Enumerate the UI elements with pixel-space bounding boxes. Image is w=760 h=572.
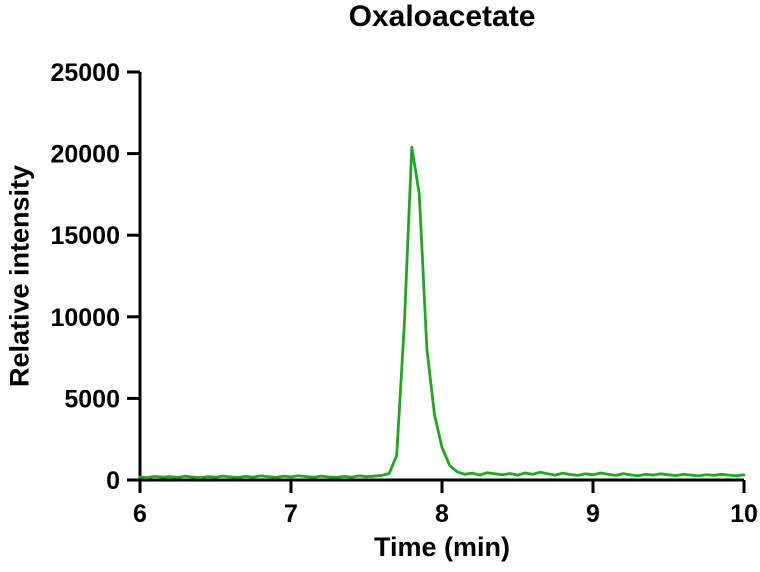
chart-title: Oxaloacetate (348, 0, 536, 33)
x-tick-label: 6 (133, 500, 147, 528)
y-tick-label: 0 (106, 467, 120, 495)
chromatogram-trace (138, 145, 746, 480)
y-tick-label: 10000 (50, 304, 120, 332)
y-tick-label: 20000 (50, 141, 120, 169)
y-tick-label: 25000 (50, 59, 120, 87)
x-tick-label: 7 (284, 500, 298, 528)
x-tick-label: 9 (586, 500, 600, 528)
x-tick-label: 8 (435, 500, 449, 528)
y-tick-label: 15000 (50, 222, 120, 250)
x-tick-label: 10 (730, 500, 758, 528)
y-tick-label: 5000 (64, 385, 120, 413)
x-axis-label: Time (min) (373, 532, 510, 562)
